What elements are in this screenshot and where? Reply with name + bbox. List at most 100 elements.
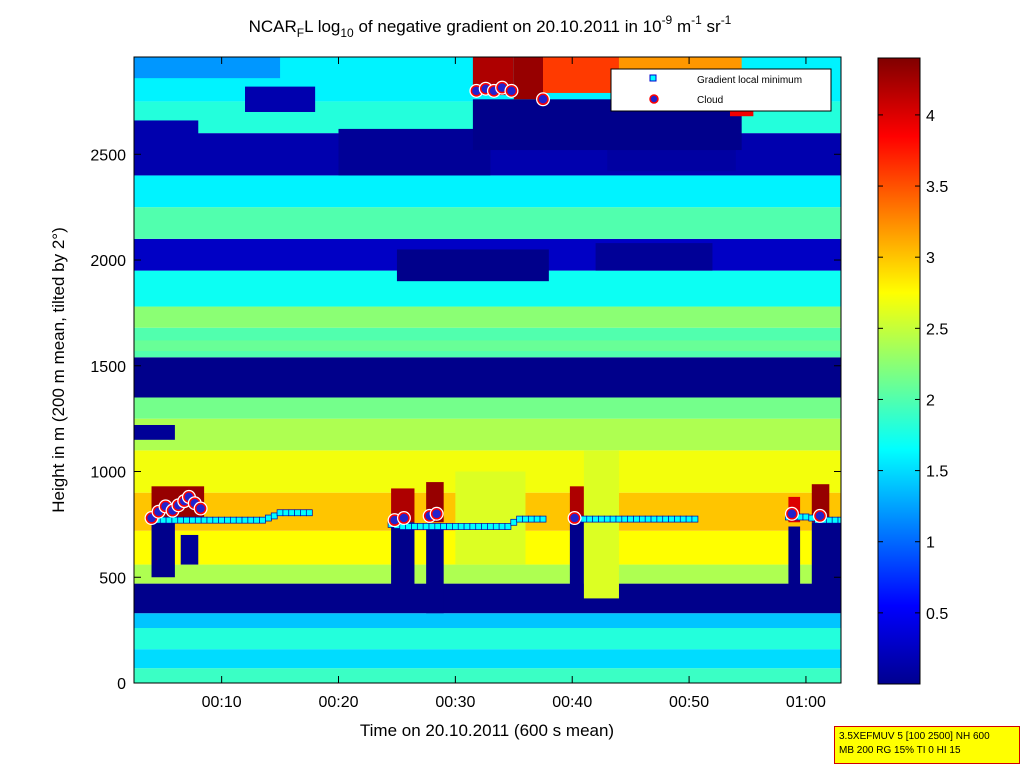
legend: Gradient local minimum Cloud [610, 68, 832, 112]
gradient-minimum-point [165, 516, 173, 524]
gradient-minimum-point [247, 516, 255, 524]
y-tick-label: 2500 [90, 147, 126, 164]
gradient-minimum-point [679, 515, 687, 523]
y-axis: 0 500 1000 1500 2000 2500 [90, 147, 841, 693]
gradient-minimum-point [206, 516, 214, 524]
heat-band-11 [134, 357, 841, 398]
x-tick-label: 01:00 [786, 694, 826, 711]
legend-marker-gradient-minimum [649, 74, 657, 82]
cloud-point [505, 85, 518, 97]
cloud-point [814, 510, 826, 522]
gradient-minimum-point [224, 516, 231, 524]
colorbar-tick-label: 2.5 [926, 321, 948, 338]
heat-band-5 [134, 564, 841, 584]
heat-band-13 [134, 306, 841, 328]
x-tick-label: 00:30 [435, 694, 475, 711]
cloud-point [568, 512, 581, 524]
heatmap [134, 57, 841, 683]
cloud-point [194, 502, 207, 515]
gradient-minimum-point [492, 523, 500, 530]
heat-band-3 [134, 613, 841, 629]
heat-feature-28 [455, 471, 526, 565]
gradient-minimum-point [452, 523, 459, 530]
heat-feature-8 [595, 243, 713, 271]
gradient-minimum-point [837, 516, 841, 524]
heat-band-10 [134, 397, 841, 419]
y-axis-label: Height in m (200 m mean, tilted by 2°) [49, 227, 68, 513]
gradient-minimum-point [422, 523, 430, 530]
gradient-minimum-point [300, 509, 307, 517]
legend-marker-cloud [649, 94, 659, 104]
heat-feature-22 [180, 534, 199, 565]
chart-title: NCARFL log10 of negative gradient on 20.… [249, 13, 732, 40]
gradient-minimum-point [650, 515, 658, 523]
colorbar: 0.5 1 1.5 2 2.5 3 3.5 4 [877, 57, 948, 685]
heat-feature-25 [569, 522, 584, 607]
gradient-minimum-point [189, 516, 196, 524]
y-tick-label: 1500 [90, 359, 126, 376]
gradient-minimum-point [457, 523, 465, 530]
gradient-minimum-point [527, 515, 535, 523]
heat-feature-11 [513, 57, 544, 100]
cloud-point [786, 508, 798, 520]
colorbar-gradient [877, 57, 921, 685]
gradient-minimum-point [522, 515, 529, 523]
y-tick-label: 1000 [90, 465, 126, 482]
colorbar-ticks: 0.5 1 1.5 2 2.5 3 3.5 4 [878, 108, 948, 623]
gradient-minimum-point [656, 515, 664, 523]
heatmap-features [134, 57, 841, 614]
heat-feature-6 [134, 57, 281, 79]
gradient-minimum-point [539, 515, 547, 523]
heat-band-17 [134, 175, 841, 208]
gradient-minimum-point [200, 516, 208, 524]
heat-band-0 [134, 668, 841, 683]
gradient-minimum-point [691, 515, 699, 523]
heat-feature-23 [391, 522, 415, 609]
gradient-minimum-point [294, 509, 301, 517]
gradient-minimum-point [218, 516, 225, 524]
gradient-minimum-point [411, 523, 418, 530]
annotation-line-2: MB 200 RG 15% TI 0 HI 15 [839, 745, 961, 756]
x-tick-label: 00:50 [669, 694, 709, 711]
gradient-minimum-point [229, 516, 237, 524]
plot-frame [133, 56, 842, 684]
gradient-minimum-point [241, 516, 249, 524]
gradient-minimum-point [212, 516, 220, 524]
annotation-line-1: 3.5XEFMUV 5 [100 2500] NH 600 [839, 731, 990, 742]
gradient-minimum-point [603, 515, 611, 523]
x-axis-label: Time on 20.10.2011 (600 s mean) [360, 721, 614, 740]
legend-label-cloud: Cloud [697, 95, 723, 106]
gradient-minimum-point [475, 523, 483, 530]
gradient-minimum-point [171, 516, 179, 524]
gradient-minimum-point [305, 509, 313, 517]
gradient-minimum-point [633, 515, 640, 523]
gradient-minimum-point [674, 515, 681, 523]
gradient-minimum-point [668, 515, 675, 523]
gradient-minimum-point [265, 514, 272, 522]
cloud-point [398, 512, 410, 524]
gradient-minimum-point [259, 516, 266, 524]
gradient-minimum-point [504, 523, 512, 530]
heat-feature-1 [134, 424, 175, 440]
gradient-minimum-point [469, 523, 477, 530]
colorbar-tick-label: 3.5 [926, 179, 948, 196]
heat-feature-12 [543, 57, 619, 93]
heat-feature-24 [426, 526, 444, 614]
gradient-minimum-point [802, 513, 810, 521]
gradient-minimum-point [621, 515, 629, 523]
gradient-minimum-point [463, 523, 471, 530]
y-tick-label: 2000 [90, 253, 126, 270]
colorbar-tick-label: 4 [926, 108, 935, 125]
gradient-minimum-point [487, 523, 494, 530]
gradient-minimum-point [440, 523, 448, 530]
cloud-point [537, 93, 549, 106]
gradient-minimum-point [416, 523, 424, 530]
gradient-minimum-point [638, 515, 646, 523]
colorbar-tick-label: 1 [926, 535, 935, 552]
gradient-minimum-point [177, 516, 185, 524]
heat-band-9 [134, 418, 841, 451]
heat-feature-3 [338, 128, 491, 176]
cloud-point [430, 508, 443, 520]
x-tick-label: 00:40 [552, 694, 592, 711]
gradient-minimum-point [498, 523, 506, 530]
